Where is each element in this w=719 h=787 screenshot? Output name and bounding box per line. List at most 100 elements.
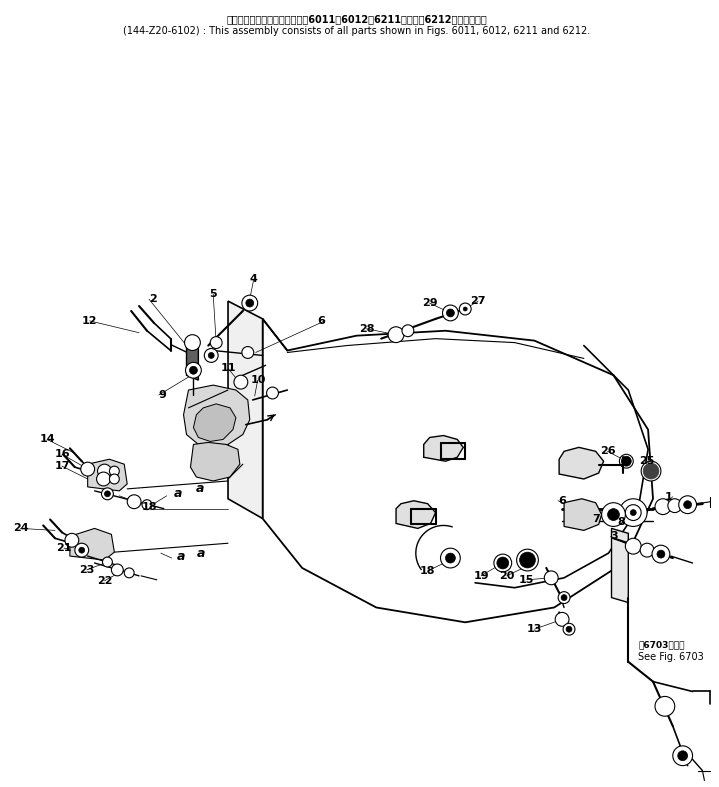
Circle shape: [446, 309, 454, 317]
Text: 20: 20: [499, 571, 515, 581]
Text: 18: 18: [420, 566, 436, 576]
Text: a: a: [196, 547, 205, 560]
Circle shape: [210, 337, 222, 349]
Text: (144-Z20-6102) : This assembly consists of all parts shown in Figs. 6011, 6012, : (144-Z20-6102) : This assembly consists …: [123, 26, 590, 36]
Text: 4: 4: [249, 275, 257, 284]
Text: 23: 23: [79, 565, 95, 575]
Text: 22: 22: [97, 576, 112, 586]
Text: 24: 24: [13, 523, 28, 534]
Text: 16: 16: [54, 449, 70, 460]
Text: 6: 6: [558, 496, 566, 506]
Polygon shape: [564, 499, 602, 530]
Text: 21: 21: [56, 543, 72, 553]
Polygon shape: [396, 501, 436, 528]
Circle shape: [652, 545, 670, 563]
Circle shape: [459, 303, 471, 315]
Circle shape: [517, 549, 539, 571]
Text: a: a: [174, 487, 182, 501]
Text: 5: 5: [209, 289, 217, 299]
Text: 3: 3: [611, 531, 618, 541]
Circle shape: [566, 626, 572, 632]
Circle shape: [619, 454, 633, 468]
Polygon shape: [262, 319, 653, 623]
Circle shape: [673, 746, 692, 766]
Text: 19: 19: [473, 571, 489, 581]
Text: このアセンブリの構成部品は第6011、6012、6211および第6212図を含みます: このアセンブリの構成部品は第6011、6012、6211および第6212図を含み…: [226, 14, 487, 24]
Text: 7: 7: [592, 514, 600, 523]
Text: 6: 6: [317, 316, 325, 326]
Circle shape: [626, 538, 641, 554]
Circle shape: [497, 557, 509, 569]
Polygon shape: [88, 460, 127, 491]
Circle shape: [96, 472, 111, 486]
Circle shape: [388, 327, 404, 342]
Circle shape: [103, 557, 112, 567]
Text: 26: 26: [600, 446, 615, 456]
Circle shape: [98, 464, 111, 478]
Text: 25: 25: [639, 456, 654, 466]
Circle shape: [621, 456, 631, 466]
Text: 15: 15: [519, 575, 534, 585]
Circle shape: [602, 503, 626, 527]
Polygon shape: [559, 447, 604, 479]
Circle shape: [267, 387, 278, 399]
Text: 13: 13: [527, 624, 542, 634]
Polygon shape: [423, 435, 463, 461]
Text: 第6703図参照: 第6703図参照: [638, 641, 684, 649]
Circle shape: [626, 504, 641, 520]
Circle shape: [242, 295, 257, 311]
Text: 2: 2: [149, 294, 157, 304]
Circle shape: [657, 550, 665, 558]
Circle shape: [109, 466, 119, 476]
Circle shape: [561, 595, 567, 600]
Circle shape: [234, 375, 248, 389]
Text: 17: 17: [55, 461, 70, 471]
Circle shape: [640, 543, 654, 557]
Circle shape: [631, 510, 636, 515]
Text: a: a: [177, 549, 185, 563]
Circle shape: [463, 307, 467, 311]
Circle shape: [79, 547, 85, 553]
Circle shape: [101, 488, 114, 500]
Circle shape: [142, 500, 152, 510]
Circle shape: [446, 553, 455, 563]
Circle shape: [684, 501, 692, 508]
Text: 29: 29: [422, 298, 438, 308]
Text: 14: 14: [40, 434, 55, 445]
Circle shape: [204, 349, 218, 362]
Circle shape: [209, 353, 214, 358]
Polygon shape: [191, 442, 240, 481]
Text: 12: 12: [82, 316, 98, 326]
Circle shape: [668, 499, 682, 512]
Circle shape: [679, 496, 697, 514]
Circle shape: [124, 568, 134, 578]
Circle shape: [190, 366, 198, 375]
Circle shape: [655, 696, 674, 716]
Polygon shape: [186, 341, 198, 380]
Circle shape: [111, 564, 123, 576]
Text: 11: 11: [221, 364, 236, 373]
Circle shape: [246, 299, 254, 307]
Circle shape: [109, 474, 119, 484]
Circle shape: [494, 554, 512, 572]
Text: 9: 9: [159, 390, 167, 400]
Circle shape: [643, 464, 659, 479]
Polygon shape: [228, 301, 262, 519]
Polygon shape: [183, 385, 249, 449]
Polygon shape: [193, 404, 236, 442]
Circle shape: [442, 305, 458, 321]
Text: See Fig. 6703: See Fig. 6703: [638, 652, 704, 662]
Text: a: a: [196, 482, 203, 495]
Circle shape: [402, 325, 414, 337]
Circle shape: [544, 571, 558, 585]
Circle shape: [520, 552, 536, 568]
Circle shape: [186, 362, 201, 379]
Circle shape: [185, 334, 201, 350]
Circle shape: [558, 592, 570, 604]
Text: 27: 27: [470, 296, 485, 306]
Circle shape: [65, 534, 79, 547]
Circle shape: [104, 491, 111, 497]
Text: 1: 1: [665, 492, 673, 502]
Text: 8: 8: [618, 518, 626, 527]
Polygon shape: [70, 528, 114, 560]
